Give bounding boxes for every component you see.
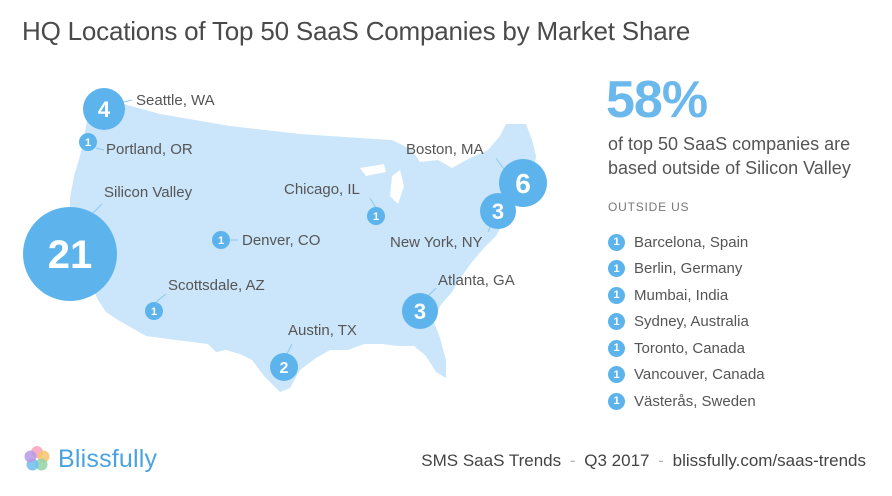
bubble-new-york [480, 193, 516, 229]
bubble-count: 1 [373, 211, 379, 223]
footer-credits: SMS SaaS Trends - Q3 2017 - blissfully.c… [421, 451, 866, 471]
list-item: 1 Berlin, Germany [608, 256, 765, 283]
location-name: Toronto, Canada [634, 339, 745, 357]
great-lakes-cut-2 [360, 164, 386, 176]
brand-logo[interactable]: Blissfully [22, 444, 157, 474]
bubble-count: 1 [151, 306, 157, 318]
location-name: Västerås, Sweden [634, 392, 756, 410]
bubble-count: 21 [48, 233, 93, 277]
city-label: Austin, TX [288, 322, 357, 339]
city-label: Seattle, WA [136, 92, 215, 109]
count-dot: 1 [608, 286, 625, 304]
bubble-count: 3 [492, 199, 504, 224]
bubble-count: 6 [515, 168, 531, 199]
bubble-count: 4 [98, 97, 111, 122]
bubble-count: 2 [280, 360, 289, 377]
bubble-seattle [83, 88, 125, 130]
list-item: 1 Barcelona, Spain [608, 229, 765, 256]
count-dot: 1 [608, 339, 625, 357]
flower-logo-icon [24, 446, 50, 471]
stat-description: of top 50 SaaS companies are based outsi… [608, 134, 851, 178]
bubble-count: 3 [414, 299, 426, 324]
city-label: Chicago, IL [284, 181, 360, 198]
city-label: Boston, MA [406, 141, 484, 158]
list-item: 1 Västerås, Sweden [608, 388, 765, 415]
bubble-count: 1 [218, 235, 224, 247]
list-item: 1 Toronto, Canada [608, 335, 765, 362]
city-label: Portland, OR [106, 141, 193, 158]
city-label: Silicon Valley [104, 184, 193, 201]
bubble-silicon-valley [23, 207, 117, 301]
count-dot: 1 [608, 313, 625, 331]
separator: - [658, 451, 664, 470]
quarter-label: Q3 2017 [584, 451, 650, 470]
outside-us-title: OUTSIDE US [608, 200, 690, 214]
list-item: 1 Mumbai, India [608, 282, 765, 309]
city-label: Denver, CO [242, 232, 320, 249]
city-label: Atlanta, GA [438, 272, 515, 289]
city-label: Scottsdale, AZ [168, 277, 265, 294]
list-item: 1 Sydney, Australia [608, 309, 765, 336]
count-dot: 1 [608, 233, 625, 251]
location-name: Barcelona, Spain [634, 233, 749, 251]
page-title: HQ Locations of Top 50 SaaS Companies by… [22, 16, 691, 46]
location-name: Mumbai, India [634, 286, 729, 304]
bubble-portland [79, 133, 97, 151]
bubble-count: 1 [85, 137, 91, 149]
count-dot: 1 [608, 366, 625, 384]
location-name: Berlin, Germany [634, 260, 743, 278]
separator: - [569, 451, 576, 470]
bubble-denver [212, 231, 230, 249]
location-name: Vancouver, Canada [634, 366, 765, 384]
footer-url-link[interactable]: blissfully.com/saas-trends [672, 451, 866, 470]
count-dot: 1 [608, 392, 625, 410]
location-name: Sydney, Australia [634, 313, 749, 331]
stat-percent: 58% [606, 71, 708, 129]
bubble-austin [270, 353, 298, 381]
outside-us-list: 1 Barcelona, Spain 1 Berlin, Germany 1 Mumb… [608, 229, 765, 415]
list-item: 1 Vancouver, Canada [608, 362, 765, 389]
count-dot: 1 [608, 260, 625, 278]
bubble-atlanta [402, 293, 438, 329]
report-name: SMS SaaS Trends [421, 451, 562, 470]
bubble-boston [499, 159, 547, 207]
bubble-scottsdale [145, 302, 163, 320]
great-lakes-cut [390, 170, 404, 204]
bubble-chicago [367, 207, 385, 225]
brand-name: Blissfully [58, 444, 158, 473]
city-label: New York, NY [390, 234, 483, 251]
